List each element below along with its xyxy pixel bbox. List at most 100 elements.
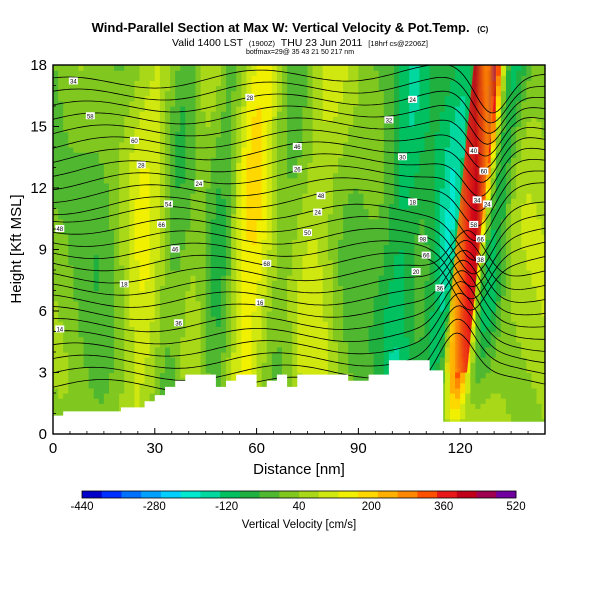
velocity-cell: [231, 198, 237, 204]
velocity-cell: [159, 326, 166, 333]
velocity-cell: [108, 264, 115, 271]
velocity-cell: [343, 331, 349, 338]
velocity-cell: [205, 239, 212, 245]
velocity-cell: [98, 377, 105, 384]
velocity-cell: [241, 352, 248, 358]
velocity-cell: [139, 403, 146, 409]
velocity-cell: [394, 136, 400, 143]
velocity-cell: [83, 80, 90, 87]
velocity-cell: [73, 403, 80, 409]
velocity-cell: [246, 136, 253, 143]
velocity-cell: [348, 193, 354, 199]
velocity-cell: [353, 126, 359, 133]
velocity-cell: [164, 75, 171, 81]
velocity-cell: [98, 300, 105, 307]
velocity-cell: [124, 264, 130, 271]
velocity-cell: [180, 208, 186, 215]
velocity-cell: [149, 259, 156, 266]
velocity-cell: [256, 305, 263, 312]
velocity-cell: [119, 295, 125, 302]
velocity-cell: [139, 198, 146, 204]
velocity-cell: [251, 367, 258, 374]
velocity-cell: [164, 218, 171, 225]
velocity-cell: [88, 311, 95, 317]
velocity-cell: [287, 275, 293, 281]
velocity-cell: [149, 280, 156, 286]
velocity-cell: [180, 193, 186, 199]
velocity-cell: [256, 203, 263, 210]
velocity-cell: [348, 270, 354, 276]
velocity-cell: [98, 234, 105, 240]
velocity-cell: [231, 254, 237, 261]
velocity-cell: [353, 75, 359, 81]
velocity-cell: [175, 259, 181, 266]
velocity-cell: [399, 80, 405, 87]
velocity-cell: [373, 198, 380, 204]
velocity-cell: [88, 65, 95, 71]
velocity-cell: [180, 131, 186, 138]
velocity-cell: [83, 264, 90, 271]
velocity-cell: [93, 270, 100, 276]
velocity-cell: [282, 280, 288, 286]
velocity-cell: [210, 295, 217, 302]
velocity-cell: [185, 357, 192, 363]
velocity-cell: [373, 90, 380, 97]
velocity-cell: [353, 177, 359, 184]
velocity-cell: [226, 270, 232, 276]
velocity-cell: [226, 90, 232, 97]
velocity-cell: [388, 295, 395, 302]
velocity-cell: [88, 305, 95, 312]
velocity-cell: [338, 280, 344, 286]
velocity-cell: [332, 280, 339, 286]
velocity-cell: [383, 321, 390, 327]
velocity-cell: [261, 121, 268, 128]
velocity-cell: [124, 218, 130, 225]
velocity-cell: [190, 121, 197, 128]
velocity-cell: [236, 290, 242, 297]
velocity-cell: [297, 218, 303, 225]
velocity-cell: [159, 121, 166, 128]
velocity-cell: [236, 352, 242, 358]
velocity-cell: [124, 387, 130, 394]
velocity-cell: [226, 65, 232, 71]
velocity-cell: [358, 106, 365, 112]
velocity-cell: [154, 346, 161, 353]
velocity-cell: [332, 85, 339, 92]
velocity-cell: [215, 305, 222, 312]
velocity-cell: [205, 326, 212, 333]
velocity-cell: [205, 70, 212, 76]
velocity-cell: [322, 172, 329, 179]
velocity-cell: [241, 295, 248, 302]
velocity-cell: [119, 172, 125, 179]
velocity-cell: [271, 264, 278, 271]
velocity-cell: [103, 141, 110, 148]
velocity-cell: [170, 126, 176, 133]
velocity-cell: [154, 182, 161, 189]
velocity-cell: [317, 264, 324, 271]
velocity-cell: [327, 305, 334, 312]
velocity-cell: [124, 80, 130, 87]
velocity-cell: [114, 403, 120, 409]
velocity-cell: [231, 300, 237, 307]
velocity-cell: [164, 95, 171, 102]
velocity-cell: [93, 65, 100, 71]
velocity-cell: [68, 403, 74, 409]
velocity-cell: [241, 357, 248, 363]
velocity-cell: [144, 290, 151, 297]
velocity-cell: [226, 177, 232, 184]
velocity-cell: [73, 300, 80, 307]
velocity-cell: [93, 100, 100, 107]
velocity-cell: [134, 357, 141, 363]
velocity-cell: [368, 85, 375, 92]
velocity-cell: [302, 75, 309, 81]
velocity-cell: [215, 213, 222, 220]
velocity-cell: [98, 70, 105, 76]
velocity-cell: [108, 121, 115, 128]
velocity-cell: [139, 270, 146, 276]
velocity-cell: [343, 106, 349, 112]
velocity-cell: [261, 275, 268, 281]
velocity-cell: [185, 172, 192, 179]
velocity-cell: [108, 270, 115, 276]
velocity-cell: [388, 172, 395, 179]
velocity-cell: [363, 249, 370, 256]
